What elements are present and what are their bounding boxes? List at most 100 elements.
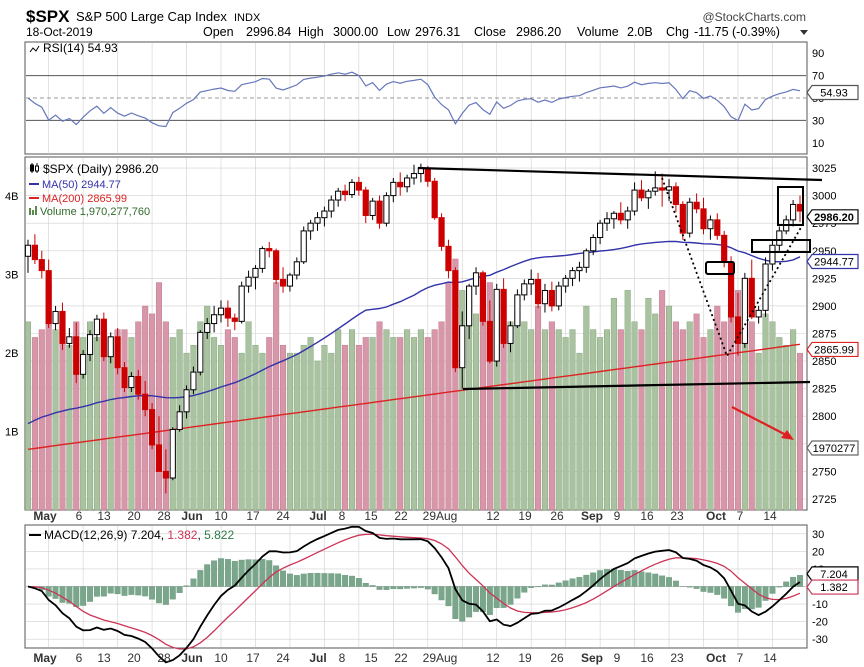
x-axis-label: 7 bbox=[737, 651, 744, 665]
volume-bar bbox=[762, 313, 769, 511]
x-axis-label: 12 bbox=[486, 509, 500, 523]
red-arrow-head-icon bbox=[781, 430, 794, 440]
volume-bar bbox=[25, 321, 32, 511]
candle-body bbox=[700, 208, 707, 230]
x-axis-label: May bbox=[33, 651, 57, 665]
volume-bar bbox=[693, 313, 700, 511]
macd-histogram-bar bbox=[521, 586, 528, 593]
volume-bar bbox=[121, 329, 128, 511]
candle-body bbox=[721, 234, 728, 263]
volume-bar bbox=[438, 321, 445, 511]
candle-body bbox=[459, 325, 466, 369]
macd-histogram-bar bbox=[500, 586, 507, 608]
candle-body bbox=[397, 181, 404, 188]
macd-value-badge-shape bbox=[806, 566, 859, 582]
x-axis-label: 17 bbox=[246, 651, 260, 665]
x-axis-label: 12 bbox=[486, 651, 500, 665]
volume-bar bbox=[797, 352, 804, 511]
macd-histogram-bar bbox=[507, 586, 514, 605]
candle-body bbox=[45, 270, 52, 325]
x-axis-label: 22 bbox=[394, 651, 408, 665]
macd-histogram-bar bbox=[314, 572, 321, 587]
x-axis-label: 8 bbox=[339, 651, 346, 665]
chart-annotations bbox=[417, 166, 823, 440]
volume-bar bbox=[790, 329, 797, 511]
candle-body bbox=[238, 285, 245, 322]
volume-bar bbox=[93, 337, 100, 511]
candle-body bbox=[479, 272, 487, 322]
candle-body bbox=[603, 218, 611, 224]
candle-body bbox=[707, 219, 714, 230]
price-tick-label: 3000 bbox=[812, 191, 836, 203]
macd-histogram-bar bbox=[610, 568, 617, 587]
candle-body bbox=[66, 336, 73, 344]
x-axis-label: 26 bbox=[550, 651, 564, 665]
volume-bar bbox=[38, 329, 45, 511]
macd-histogram-bar bbox=[397, 586, 404, 590]
candle-body bbox=[672, 186, 680, 205]
x-axis-label: 29Aug bbox=[423, 651, 458, 665]
macd-histogram-bar bbox=[638, 571, 645, 587]
x-axis-label: 14 bbox=[763, 651, 777, 665]
volume-bar bbox=[128, 337, 135, 511]
volume-bar bbox=[590, 329, 597, 511]
candle-body bbox=[755, 309, 762, 318]
volume-bar bbox=[52, 329, 59, 511]
macd-histogram-bar bbox=[224, 559, 231, 587]
macd-histogram-bar bbox=[342, 575, 349, 587]
macd-histogram-bar bbox=[721, 586, 728, 599]
macd-histogram-bar bbox=[776, 586, 783, 588]
candle-body bbox=[548, 289, 555, 307]
low-value: 2976.31 bbox=[415, 25, 460, 39]
macd-histogram-bar bbox=[149, 586, 156, 600]
candle-body bbox=[286, 274, 294, 287]
candle-body bbox=[245, 276, 252, 287]
volume-bar bbox=[741, 329, 748, 511]
candle-body bbox=[769, 244, 776, 265]
candle-body bbox=[266, 248, 273, 252]
candle-body bbox=[107, 336, 114, 358]
macd-legend-macd: 7.204 bbox=[131, 528, 161, 542]
candle-body bbox=[431, 180, 438, 219]
x-axis-label: 9 bbox=[614, 509, 621, 523]
rsi-tick-label: 90 bbox=[812, 48, 824, 60]
open-value: 2996.84 bbox=[246, 25, 291, 39]
x-axis-label: 8 bbox=[339, 509, 346, 523]
dropdown-arrow-icon[interactable] bbox=[800, 30, 808, 35]
candle-body bbox=[341, 190, 349, 196]
macd-histogram-bar bbox=[204, 564, 211, 587]
rsi-legend-text: RSI(14) 54.93 bbox=[43, 41, 118, 55]
x-axis-label: May bbox=[33, 509, 57, 523]
signal-value-badge-text: 1.382 bbox=[820, 582, 848, 594]
x-axis-label: 19 bbox=[518, 651, 532, 665]
macd-histogram-bar bbox=[748, 586, 755, 610]
exchange: INDX bbox=[234, 12, 261, 24]
rsi-tick-label: 30 bbox=[812, 115, 824, 127]
macd-tick-label: -20 bbox=[812, 617, 828, 629]
macd-histogram-bar bbox=[466, 586, 473, 618]
candle-body bbox=[279, 278, 287, 287]
candle-body bbox=[73, 336, 80, 375]
volume-bar bbox=[783, 345, 790, 511]
macd-histogram-bar bbox=[769, 586, 776, 594]
volume-bar bbox=[238, 352, 245, 511]
macd-histogram-bar bbox=[486, 586, 493, 615]
volume-bar bbox=[231, 337, 238, 511]
high-label: High bbox=[298, 25, 324, 39]
macd-histogram-bar bbox=[293, 575, 300, 587]
volume-bar bbox=[473, 313, 480, 511]
candle-body bbox=[217, 307, 225, 316]
macd-histogram-bar bbox=[266, 560, 273, 587]
volume-value-badge-text: 1970277 bbox=[813, 443, 856, 455]
price-tick-label: 2800 bbox=[812, 411, 836, 423]
volume-bar bbox=[700, 337, 707, 511]
macd-histogram-bar bbox=[286, 573, 293, 587]
macd-histogram-bar bbox=[645, 572, 652, 587]
highlight-box-middle bbox=[751, 239, 811, 253]
candle-body bbox=[679, 203, 686, 234]
x-axis-label: Oct bbox=[706, 509, 726, 523]
candle-body bbox=[121, 367, 128, 389]
candle-body bbox=[486, 320, 493, 362]
upper-trendline bbox=[417, 166, 823, 182]
macd-histogram-bar bbox=[562, 580, 569, 587]
